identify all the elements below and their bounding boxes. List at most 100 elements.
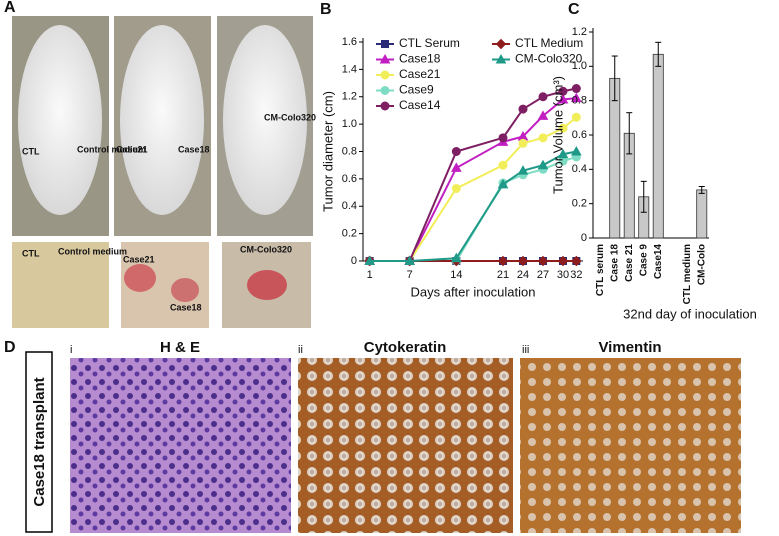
stain-title: H & E [160, 339, 200, 356]
marker [558, 123, 568, 133]
marker [450, 162, 462, 172]
tumor-label: Case21 [123, 254, 155, 264]
legend-label: CTL Serum [399, 36, 460, 50]
y-tick-label: 0.2 [342, 228, 357, 240]
panel-label: C [568, 1, 580, 18]
marker [498, 160, 508, 170]
marker [570, 145, 582, 156]
stain-index: ii [298, 344, 303, 356]
y-tick-label: 0 [581, 232, 587, 244]
bar [652, 53, 664, 239]
marker [538, 133, 548, 143]
x-tick-label: 14 [450, 269, 462, 281]
y-axis-label: Tumor Volume (cm³) [550, 76, 565, 194]
legend-label: Case18 [399, 52, 441, 66]
y-tick-label: 0.8 [342, 145, 357, 157]
legend-label: CM-Colo320 [515, 52, 583, 66]
stain-title: Cytokeratin [364, 339, 447, 356]
marker [557, 255, 569, 267]
marker [557, 148, 569, 159]
legend-marker [381, 40, 389, 48]
y-tick-label: 1.2 [572, 26, 587, 38]
marker [571, 84, 581, 94]
x-tick-label: 24 [517, 269, 529, 281]
x-tick-label: 21 [497, 269, 509, 281]
x-tick-label: 27 [537, 269, 549, 281]
y-tick-label: 0.6 [342, 173, 357, 185]
marker [557, 93, 569, 104]
photo-label: Control medium [77, 144, 146, 154]
marker [497, 255, 509, 267]
marker [538, 92, 548, 102]
legend-label: CTL Medium [515, 36, 583, 50]
y-tick-label: 0.4 [342, 200, 357, 212]
marker [518, 138, 528, 148]
bar [609, 77, 621, 239]
marker [571, 112, 581, 122]
tumor-label: CM-Colo320 [240, 244, 292, 254]
x-tick-label: CTL medium [682, 244, 693, 304]
y-tick-label: 1.4 [342, 63, 357, 75]
y-tick-label: 1.6 [342, 36, 357, 48]
panel-label: D [4, 339, 16, 356]
x-tick-label: 7 [407, 269, 413, 281]
y-tick-label: 1.2 [342, 91, 357, 103]
x-tick-label: 1 [367, 269, 373, 281]
marker [450, 252, 462, 263]
photo-label: CM-Colo320 [264, 112, 316, 122]
x-tick-label: Case 18 [609, 244, 620, 282]
marker [364, 255, 376, 265]
legend-marker [380, 101, 390, 111]
x-tick-label: 32 [570, 269, 582, 281]
marker [451, 147, 461, 156]
x-tick-label: Case 9 [638, 244, 649, 277]
legend-label: Case9 [399, 83, 434, 97]
marker [558, 86, 568, 96]
stain-title: Vimentin [598, 339, 661, 356]
panel-label: A [4, 0, 16, 16]
marker [570, 92, 582, 103]
y-tick-label: 0 [351, 255, 357, 267]
x-tick-label: 30 [557, 269, 569, 281]
legend-marker [379, 53, 391, 64]
marker [518, 104, 528, 114]
stain-index: i [70, 344, 72, 356]
marker [537, 255, 549, 267]
y-tick-label: 0.4 [572, 163, 587, 175]
y-tick-label: 0.6 [572, 129, 587, 141]
marker [571, 255, 582, 267]
tumor-label: Control medium [58, 246, 127, 256]
marker [404, 255, 416, 265]
tumor-label: CTL [22, 248, 40, 258]
legend-marker [380, 70, 390, 80]
x-tick-label: Case 21 [624, 244, 635, 282]
y-tick-label: 1.0 [572, 60, 587, 72]
y-tick-label: 0.8 [572, 95, 587, 107]
photo-label: CTL [22, 146, 40, 156]
marker [498, 133, 508, 143]
panel-label: B [320, 1, 332, 18]
bar [696, 189, 708, 239]
x-tick-label: CTL serum [595, 244, 606, 296]
x-axis-label: Days after inoculation [410, 284, 535, 299]
legend-marker [380, 86, 390, 95]
marker [517, 255, 529, 267]
row-label: Case18 transplant [31, 377, 48, 506]
marker [497, 178, 509, 189]
marker [537, 110, 549, 120]
x-tick-label: Case14 [653, 244, 664, 279]
photo-label: Case21 [116, 144, 148, 154]
y-tick-label: 0.2 [572, 198, 587, 210]
tumor-label: Case18 [170, 302, 202, 312]
y-tick-label: 1.0 [342, 118, 357, 130]
stain-index: iii [522, 344, 529, 356]
legend-label: Case21 [399, 67, 441, 81]
marker [537, 159, 549, 170]
y-axis-label: Tumor diameter (cm) [320, 91, 335, 212]
photo-label: Case18 [178, 144, 210, 154]
x-tick-label: CM-Colo [696, 244, 707, 285]
marker [517, 165, 529, 175]
photo-panel [12, 16, 741, 533]
marker [451, 183, 461, 193]
